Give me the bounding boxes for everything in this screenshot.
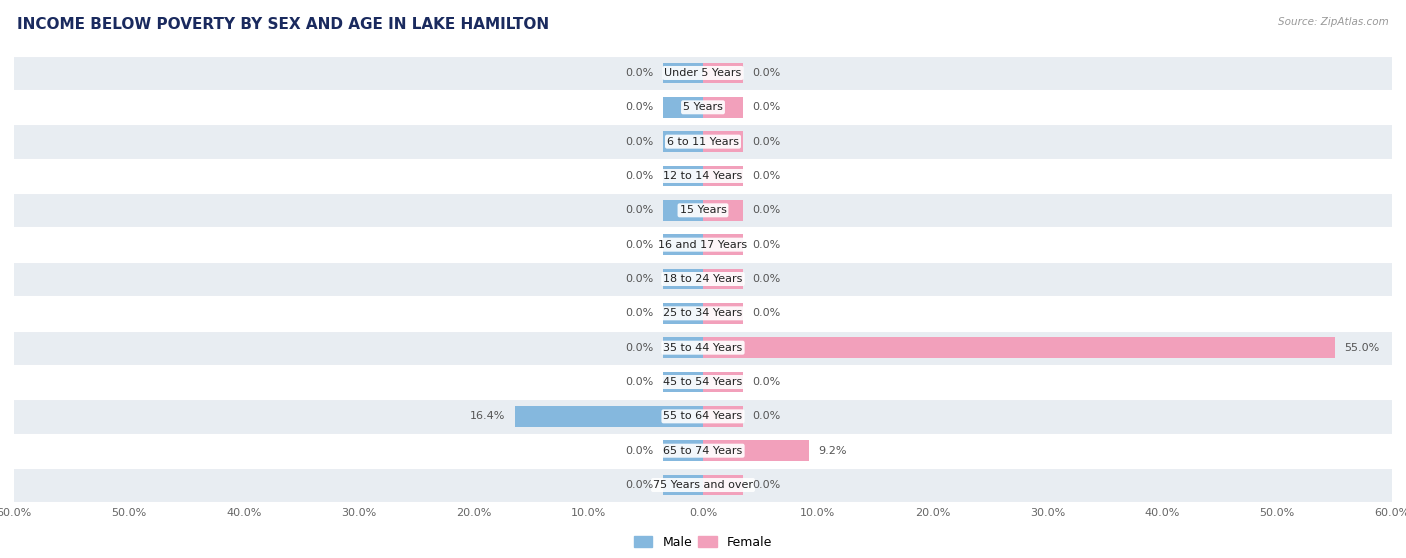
Text: 0.0%: 0.0%	[752, 377, 780, 387]
Text: 0.0%: 0.0%	[626, 446, 654, 456]
Bar	[703, 440, 808, 461]
Bar	[14, 434, 1392, 468]
Bar	[662, 200, 703, 220]
Text: 5 Years: 5 Years	[683, 102, 723, 112]
Text: 0.0%: 0.0%	[626, 309, 654, 318]
Text: 55 to 64 Years: 55 to 64 Years	[664, 411, 742, 421]
Text: 35 to 44 Years: 35 to 44 Years	[664, 343, 742, 353]
Bar	[14, 330, 1392, 365]
Bar	[14, 56, 1392, 90]
Text: 9.2%: 9.2%	[818, 446, 846, 456]
Text: 0.0%: 0.0%	[626, 171, 654, 181]
Bar	[662, 338, 703, 358]
Bar	[14, 399, 1392, 434]
Bar	[662, 97, 703, 118]
Text: 0.0%: 0.0%	[752, 309, 780, 318]
Bar	[703, 131, 744, 152]
Text: 25 to 34 Years: 25 to 34 Years	[664, 309, 742, 318]
Bar	[662, 62, 703, 83]
Text: 18 to 24 Years: 18 to 24 Years	[664, 274, 742, 284]
Bar	[662, 303, 703, 324]
Text: 55.0%: 55.0%	[1344, 343, 1379, 353]
Bar	[703, 234, 744, 255]
Bar	[703, 372, 744, 392]
Text: 0.0%: 0.0%	[626, 274, 654, 284]
Bar	[703, 406, 744, 427]
Bar	[14, 262, 1392, 296]
Bar	[14, 90, 1392, 124]
Text: 45 to 54 Years: 45 to 54 Years	[664, 377, 742, 387]
Bar	[14, 296, 1392, 330]
Text: 6 to 11 Years: 6 to 11 Years	[666, 137, 740, 147]
Text: 0.0%: 0.0%	[752, 68, 780, 78]
Text: 0.0%: 0.0%	[626, 240, 654, 249]
Text: 65 to 74 Years: 65 to 74 Years	[664, 446, 742, 456]
Bar	[14, 124, 1392, 159]
Bar	[14, 468, 1392, 502]
Bar	[703, 338, 1334, 358]
Legend: Male, Female: Male, Female	[628, 531, 778, 554]
Bar	[662, 475, 703, 496]
Bar	[14, 228, 1392, 262]
Text: INCOME BELOW POVERTY BY SEX AND AGE IN LAKE HAMILTON: INCOME BELOW POVERTY BY SEX AND AGE IN L…	[17, 17, 548, 32]
Bar	[14, 159, 1392, 193]
Text: 0.0%: 0.0%	[752, 205, 780, 215]
Text: 0.0%: 0.0%	[752, 171, 780, 181]
Bar	[515, 406, 703, 427]
Text: Source: ZipAtlas.com: Source: ZipAtlas.com	[1278, 17, 1389, 27]
Text: 0.0%: 0.0%	[626, 68, 654, 78]
Bar	[662, 372, 703, 392]
Bar	[662, 234, 703, 255]
Text: 0.0%: 0.0%	[752, 411, 780, 421]
Bar	[703, 97, 744, 118]
Text: 75 Years and over: 75 Years and over	[652, 480, 754, 490]
Bar	[662, 269, 703, 289]
Text: 16.4%: 16.4%	[470, 411, 506, 421]
Text: 0.0%: 0.0%	[626, 205, 654, 215]
Bar	[703, 475, 744, 496]
Text: 16 and 17 Years: 16 and 17 Years	[658, 240, 748, 249]
Bar	[14, 365, 1392, 399]
Text: 0.0%: 0.0%	[626, 377, 654, 387]
Text: 0.0%: 0.0%	[752, 480, 780, 490]
Bar	[662, 131, 703, 152]
Text: 0.0%: 0.0%	[752, 137, 780, 147]
Bar	[662, 166, 703, 186]
Text: 0.0%: 0.0%	[626, 480, 654, 490]
Bar	[703, 166, 744, 186]
Text: 0.0%: 0.0%	[752, 102, 780, 112]
Text: 15 Years: 15 Years	[679, 205, 727, 215]
Bar	[703, 269, 744, 289]
Text: Under 5 Years: Under 5 Years	[665, 68, 741, 78]
Bar	[703, 303, 744, 324]
Text: 0.0%: 0.0%	[626, 343, 654, 353]
Text: 0.0%: 0.0%	[752, 274, 780, 284]
Text: 12 to 14 Years: 12 to 14 Years	[664, 171, 742, 181]
Bar	[703, 200, 744, 220]
Text: 0.0%: 0.0%	[626, 102, 654, 112]
Bar	[662, 440, 703, 461]
Bar	[14, 193, 1392, 228]
Bar	[703, 62, 744, 83]
Text: 0.0%: 0.0%	[626, 137, 654, 147]
Text: 0.0%: 0.0%	[752, 240, 780, 249]
